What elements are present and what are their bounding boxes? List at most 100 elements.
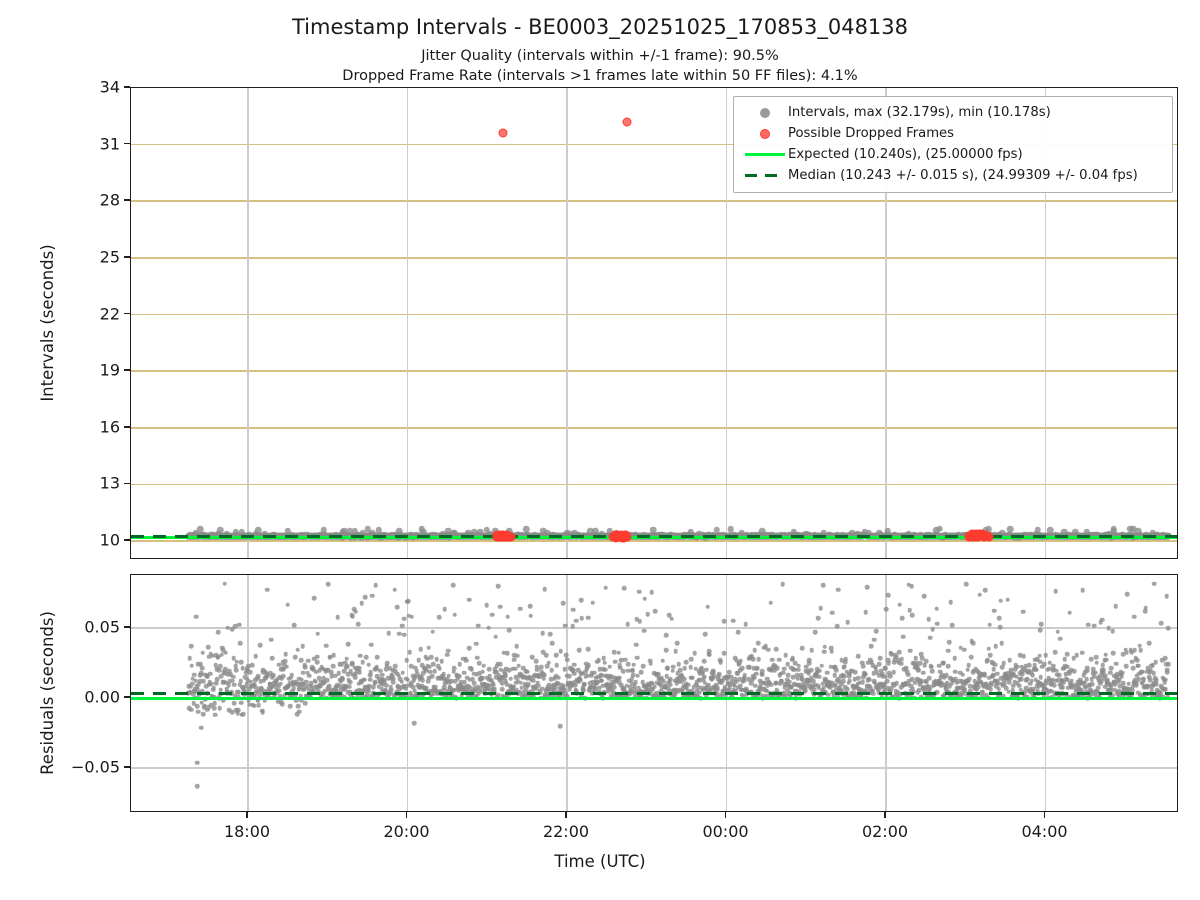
residual-point [758,678,763,683]
residual-point [324,678,330,683]
residual-point [987,653,993,658]
y-tick-label: 31 [99,134,120,154]
residual-point [613,659,618,664]
interval-point [1110,526,1118,533]
residual-point [1120,670,1125,676]
median-interval-line [131,534,1177,538]
residual-point [635,673,641,679]
residual-point [400,670,406,676]
residual-point [231,655,236,661]
residual-point [713,682,719,687]
residual-point [354,665,360,671]
residual-point [1060,684,1066,690]
time-axis-title: Time (UTC) [554,852,646,871]
residual-point [401,683,406,689]
residual-point [515,678,520,683]
residual-point [665,666,670,671]
residual-point [606,689,611,694]
residual-point [829,649,834,654]
residual-outlier [411,721,417,726]
residual-point [373,582,379,588]
residual-point [817,668,822,673]
residual-point [596,685,602,690]
residual-point [616,675,622,680]
residual-point [595,679,601,684]
residual-point [1051,683,1057,688]
residual-point [650,686,656,692]
residual-point [309,685,314,691]
residual-point [585,646,591,652]
residual-point [241,712,246,717]
residual-point [229,626,235,632]
residual-point [588,681,593,686]
residual-point [187,689,193,695]
residual-point [1101,668,1106,673]
residual-point [222,581,227,586]
residual-point [376,684,381,690]
residual-point [227,678,233,684]
residual-point [1041,662,1047,667]
residual-point [353,609,359,615]
residual-point [750,656,756,662]
residual-point [188,684,193,690]
residual-point [348,669,354,674]
residual-point [189,663,195,669]
residual-point [187,656,193,661]
residual-point [897,649,902,655]
residual-point [825,670,830,675]
residual-point [510,687,515,692]
residual-point [728,674,734,679]
residual-point [688,665,693,670]
residual-point [757,685,763,690]
residual-point [927,635,933,640]
residual-point [357,653,363,659]
residual-point [465,675,470,680]
residual-point [444,694,449,700]
x-tick-mark [1043,812,1046,818]
residual-point [807,657,812,663]
residual-point [625,621,630,627]
residual-point [388,687,394,693]
residual-point [813,682,818,688]
residual-point [773,646,779,652]
residual-point [329,673,334,679]
residual-point [492,686,497,691]
residual-point [458,679,464,685]
residual-point [570,624,576,629]
residual-point [633,642,639,647]
residual-point [946,639,952,645]
residual-point [281,673,286,679]
residual-point [1141,678,1147,683]
residual-point [689,675,695,680]
residual-point [617,665,623,670]
residual-point [609,674,615,680]
residual-point [211,685,216,690]
residual-point [1110,650,1116,656]
residual-point [783,652,789,658]
residual-point [444,677,450,682]
residual-point [361,677,367,682]
residual-point [194,703,200,709]
residual-point [1089,681,1095,687]
residual-point [841,673,847,679]
residual-point [1007,657,1012,663]
y-tick-label: 13 [99,473,120,493]
residual-point [519,685,524,691]
residual-point [998,598,1004,604]
residual-point [383,687,388,693]
residual-point [366,689,371,694]
residual-point [521,665,526,671]
residual-point [1091,623,1097,629]
grey-circle-marker-icon [742,107,788,118]
residual-point [617,679,622,685]
residual-point [212,705,217,711]
residual-point [458,682,464,688]
residual-point [351,606,357,612]
residual-point [821,649,827,654]
y-tick-mark [124,482,130,485]
residual-point [508,676,513,682]
residual-point [986,646,992,652]
residual-point [663,632,669,638]
residual-point [977,592,983,597]
residual-point [411,684,416,690]
